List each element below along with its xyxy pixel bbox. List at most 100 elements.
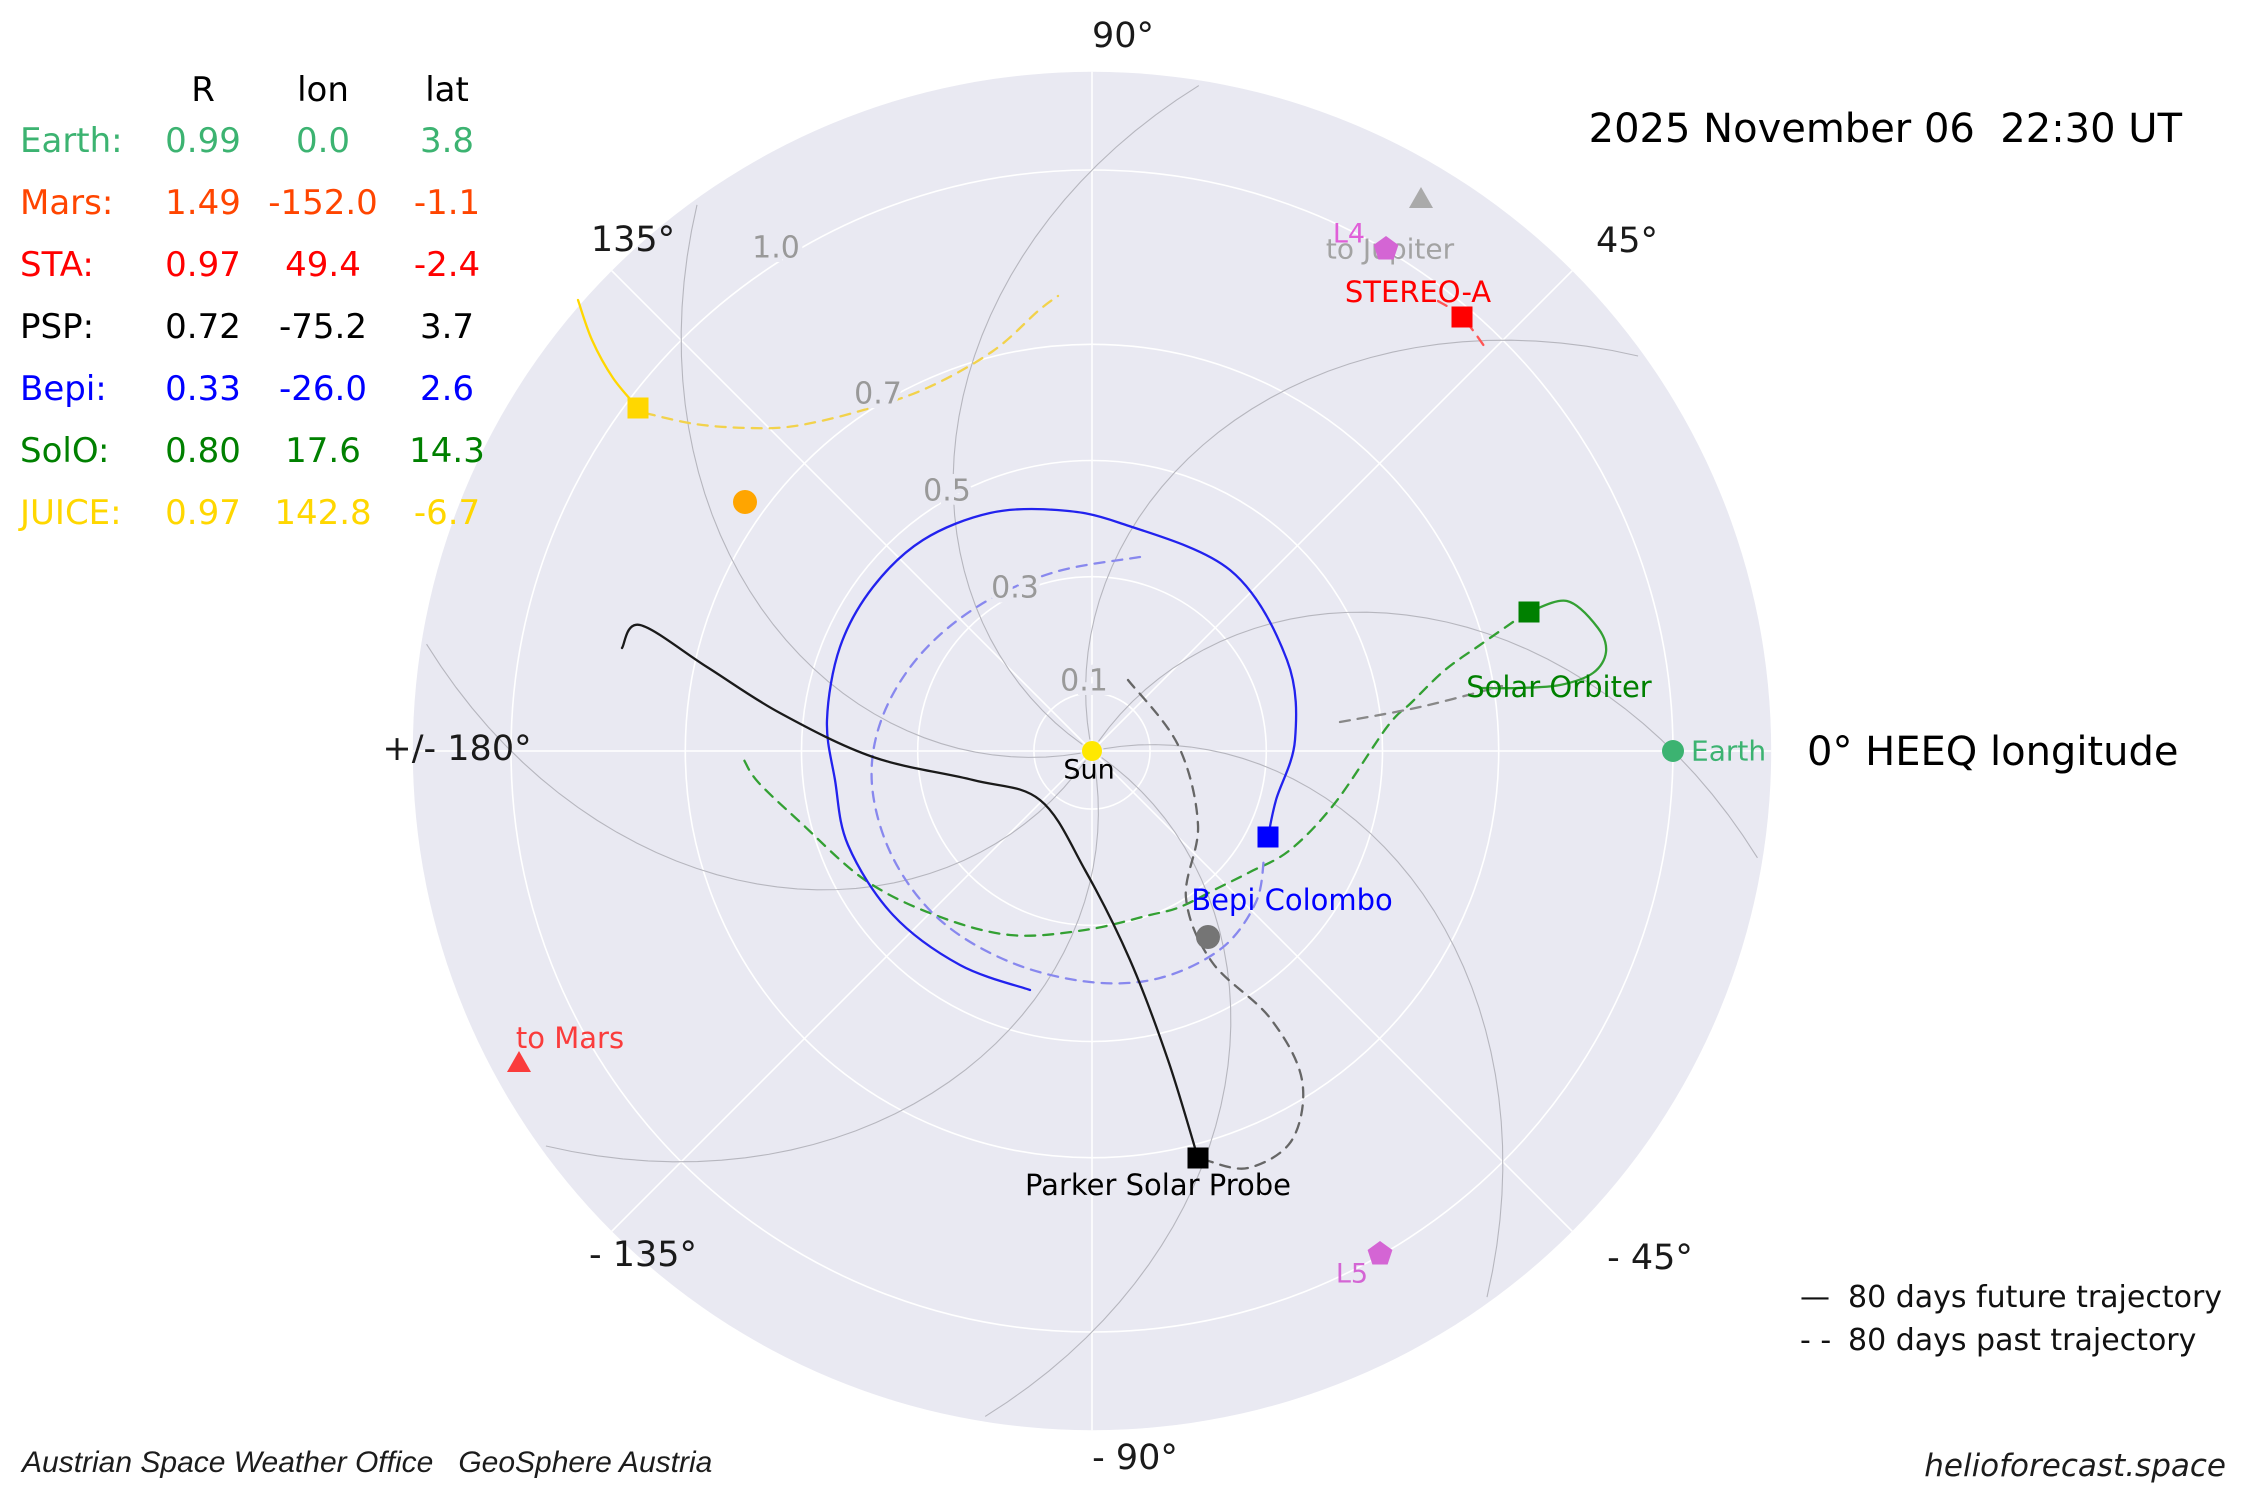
sun-label: Sun bbox=[1063, 755, 1114, 786]
stereo-a-label: STEREO-A bbox=[1345, 275, 1491, 309]
juice-marker bbox=[627, 397, 649, 419]
radius-gridline-0.1 bbox=[1033, 692, 1151, 810]
mars-row-label: Mars: bbox=[20, 183, 114, 223]
credit-website: helioforecast.space bbox=[1924, 1448, 2226, 1484]
sun-marker bbox=[1082, 741, 1102, 761]
juice-lon-value: 142.8 bbox=[274, 493, 372, 533]
bepi-lat-value: 2.6 bbox=[419, 369, 475, 409]
angle-label-135: 135° bbox=[591, 220, 675, 260]
parker-spiral-gridline-2 bbox=[952, 85, 1200, 745]
angle-label-135: - 135° bbox=[589, 1235, 697, 1275]
juice-r-value: 0.97 bbox=[165, 493, 241, 533]
to-mars-marker bbox=[507, 1051, 531, 1072]
earth-row-label: Earth: bbox=[20, 121, 123, 161]
sta-row-label: STA: bbox=[20, 245, 94, 285]
earth-lon-value: 0.0 bbox=[295, 121, 351, 161]
mars-r-value: 1.49 bbox=[165, 183, 241, 223]
planet-venus-marker bbox=[733, 490, 757, 514]
angle-gridline-45 bbox=[1091, 270, 1573, 752]
dashed-line-glyph: - - bbox=[1800, 1323, 1832, 1358]
juice-row-label: JUICE: bbox=[20, 493, 122, 533]
credit-organisation: Austrian Space Weather Office GeoSphere … bbox=[22, 1446, 713, 1479]
solo-lat-value: 14.3 bbox=[409, 431, 485, 471]
sta-r-value: 0.97 bbox=[165, 245, 241, 285]
sta-lat-value: -2.4 bbox=[413, 245, 481, 285]
psp-lon-value: -75.2 bbox=[279, 307, 367, 347]
solar-orbiter-marker bbox=[1518, 601, 1540, 623]
psp-past-trajectory bbox=[1126, 678, 1305, 1170]
psp-r-value: 0.72 bbox=[165, 307, 241, 347]
solo-r-value: 0.80 bbox=[165, 431, 241, 471]
solo-row-label: SolO: bbox=[20, 431, 110, 471]
legend-past-label: 80 days past trajectory bbox=[1848, 1323, 2197, 1358]
table-header-r: R bbox=[191, 70, 215, 110]
stereo-a-marker bbox=[1451, 306, 1473, 328]
lagrange-l4-label: L4 bbox=[1333, 219, 1365, 250]
juice-past-trajectory bbox=[643, 294, 1060, 430]
solar-orbiter-past-trajectory bbox=[742, 620, 1515, 937]
radius-label-1.0: 1.0 bbox=[752, 231, 800, 266]
parker-spiral-gridline-0 bbox=[1098, 611, 1758, 859]
bepi-row-label: Bepi: bbox=[20, 369, 107, 409]
angle-label-180: +/- 180° bbox=[382, 729, 531, 769]
bepi-colombo-label: Bepi Colombo bbox=[1191, 883, 1393, 917]
table-corner bbox=[20, 70, 150, 110]
psp-past-trajectory-outer bbox=[1338, 684, 1504, 724]
lagrange-l4-marker bbox=[1373, 236, 1399, 260]
table-header-lon: lon bbox=[297, 70, 349, 110]
parker-spiral-gridline-4 bbox=[426, 643, 1086, 891]
bepi-colombo-marker bbox=[1257, 826, 1279, 848]
angle-label-90: - 90° bbox=[1092, 1438, 1178, 1478]
psp-future-trajectory bbox=[620, 623, 1200, 1160]
psp-row-label: PSP: bbox=[20, 307, 95, 347]
lagrange-l5-label: L5 bbox=[1336, 1259, 1368, 1290]
parker-spiral-gridline-5 bbox=[545, 762, 1099, 1163]
mars-lat-value: -1.1 bbox=[413, 183, 481, 223]
planet-mercury-marker bbox=[1196, 925, 1220, 949]
bepi-r-value: 0.33 bbox=[165, 369, 241, 409]
earth-label: Earth bbox=[1691, 735, 1766, 768]
solo-lon-value: 17.6 bbox=[285, 431, 361, 471]
angle-gridline-315 bbox=[1091, 750, 1573, 1232]
sta-lon-value: 49.4 bbox=[285, 245, 361, 285]
to-mars-label: to Mars bbox=[516, 1021, 624, 1055]
earth-lat-value: 3.8 bbox=[419, 121, 475, 161]
juice-future-trajectory bbox=[576, 298, 640, 410]
legend-future-label: 80 days future trajectory bbox=[1848, 1280, 2223, 1315]
solar-orbiter-future-trajectory bbox=[1479, 599, 1608, 690]
radius-label-0.1: 0.1 bbox=[1060, 664, 1108, 699]
parker-spiral-gridline-6 bbox=[984, 757, 1232, 1417]
radius-gridline-0.7 bbox=[684, 343, 1500, 1159]
juice-lat-value: -6.7 bbox=[413, 493, 481, 533]
earth-r-value: 0.99 bbox=[165, 121, 241, 161]
earth-marker bbox=[1662, 740, 1684, 762]
radius-gridline-0.5 bbox=[800, 459, 1384, 1043]
table-header-lat: lat bbox=[425, 70, 469, 110]
radius-gridline-0.3 bbox=[916, 575, 1268, 927]
solar-orbiter-label: Solar Orbiter bbox=[1466, 670, 1652, 704]
radius-label-0.7: 0.7 bbox=[854, 377, 902, 412]
radius-label-0.5: 0.5 bbox=[923, 474, 971, 509]
legend-row-future: — 80 days future trajectory bbox=[1800, 1276, 2222, 1319]
axis-title-heeq-longitude: 0° HEEQ longitude bbox=[1807, 729, 2178, 775]
parker-solar-probe-label: Parker Solar Probe bbox=[1025, 1168, 1291, 1202]
angle-gridline-225 bbox=[611, 750, 1093, 1232]
legend-row-past: - - 80 days past trajectory bbox=[1800, 1319, 2222, 1362]
angle-label-45: 45° bbox=[1596, 221, 1658, 261]
bepi-future-trajectory bbox=[825, 507, 1298, 992]
parker-spiral-gridline-7 bbox=[1103, 744, 1504, 1298]
angle-gridline-135 bbox=[611, 270, 1093, 752]
to-jupiter-marker bbox=[1409, 187, 1433, 208]
psp-lat-value: 3.7 bbox=[419, 307, 475, 347]
lagrange-l5-marker bbox=[1367, 1241, 1393, 1265]
parker-spiral-gridline-3 bbox=[680, 204, 1081, 758]
bepi-lon-value: -26.0 bbox=[279, 369, 367, 409]
parker-solar-probe-marker bbox=[1187, 1147, 1209, 1169]
bepi-past-trajectory bbox=[870, 555, 1266, 985]
solid-line-glyph: — bbox=[1800, 1280, 1830, 1315]
plot-datetime: 2025 November 06 22:30 UT bbox=[1588, 106, 2182, 152]
parker-spiral-gridline-1 bbox=[1085, 339, 1639, 740]
